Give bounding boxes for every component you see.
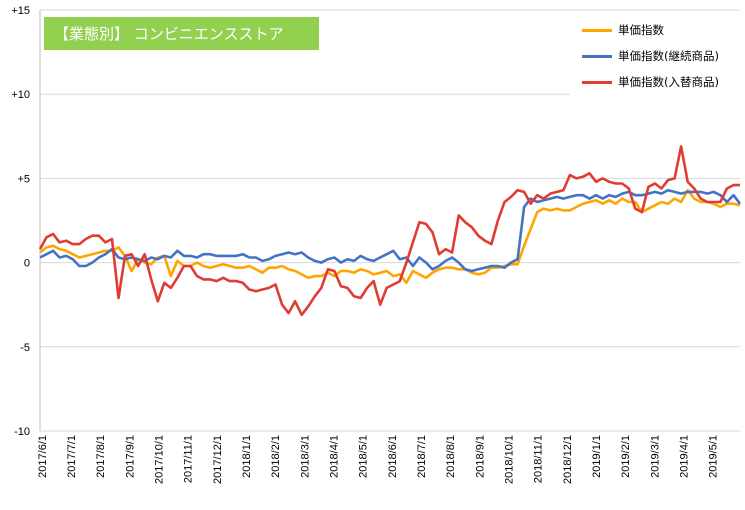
series-lines [38,145,742,317]
chart-title: 【業態別】 コンビニエンスストア [44,17,319,50]
x-tick-label: 2018/7/1 [416,435,428,478]
series-line-2 [38,145,740,317]
y-tick-label: +10 [11,89,30,101]
legend: 単価指数 単価指数(継続商品) 単価指数(入替商品) [570,12,740,96]
x-tick-label: 2018/6/1 [387,435,399,478]
legend-swatch-unit-price [582,28,612,32]
legend-swatch-replacement [582,80,612,84]
legend-label-unit-price: 単価指数 [618,23,664,37]
x-tick-label: 2018/3/1 [299,435,311,478]
x-tick-label: 2018/12/1 [562,435,574,484]
series-line-1 [39,188,742,273]
x-tick-label: 2018/10/1 [504,435,516,484]
x-tick-label: 2017/10/1 [154,435,166,484]
y-tick-label: -10 [14,426,30,438]
y-axis-ticks: +15 +10 +5 0 -5 -10 [11,5,30,438]
chart-title-text: 【業態別】 コンビニエンスストア [54,25,284,43]
y-tick-label: +15 [11,5,30,17]
x-tick-label: 2018/9/1 [474,435,486,478]
x-tick-label: 2018/5/1 [358,435,370,478]
x-tick-label: 2017/11/1 [183,435,195,483]
legend-label-continuing: 単価指数(継続商品) [618,49,719,63]
x-axis-ticks: 2017/6/1 2017/7/1 2017/8/1 2017/9/1 2017/10/… [37,435,720,484]
y-tick-label: +5 [17,173,30,185]
x-tick-label: 2018/4/1 [329,435,341,478]
legend-item-continuing: 単価指数(継続商品) [582,46,719,66]
x-tick-label: 2019/2/1 [620,435,632,478]
x-tick-label: 2018/1/1 [241,435,253,478]
x-tick-label: 2019/3/1 [649,435,661,478]
x-tick-label: 2019/1/1 [591,435,603,478]
x-tick-label: 2018/8/1 [445,435,457,478]
x-tick-label: 2017/8/1 [95,435,107,478]
legend-item-replacement: 単価指数(入替商品) [582,72,719,92]
x-tick-label: 2017/7/1 [66,435,78,478]
legend-item-unit-price: 単価指数 [582,20,664,40]
x-tick-label: 2018/11/1 [533,435,545,483]
x-tick-label: 2019/4/1 [679,435,691,478]
x-tick-label: 2017/6/1 [37,435,49,478]
legend-swatch-continuing [582,54,612,58]
x-tick-label: 2018/2/1 [270,435,282,478]
y-tick-label: 0 [24,258,30,270]
y-tick-label: -5 [20,342,30,354]
x-tick-label: 2017/12/1 [212,435,224,484]
gridlines [39,9,740,432]
legend-label-replacement: 単価指数(入替商品) [618,75,719,89]
x-tick-label: 2019/5/1 [708,435,720,478]
x-tick-label: 2017/9/1 [124,435,136,478]
